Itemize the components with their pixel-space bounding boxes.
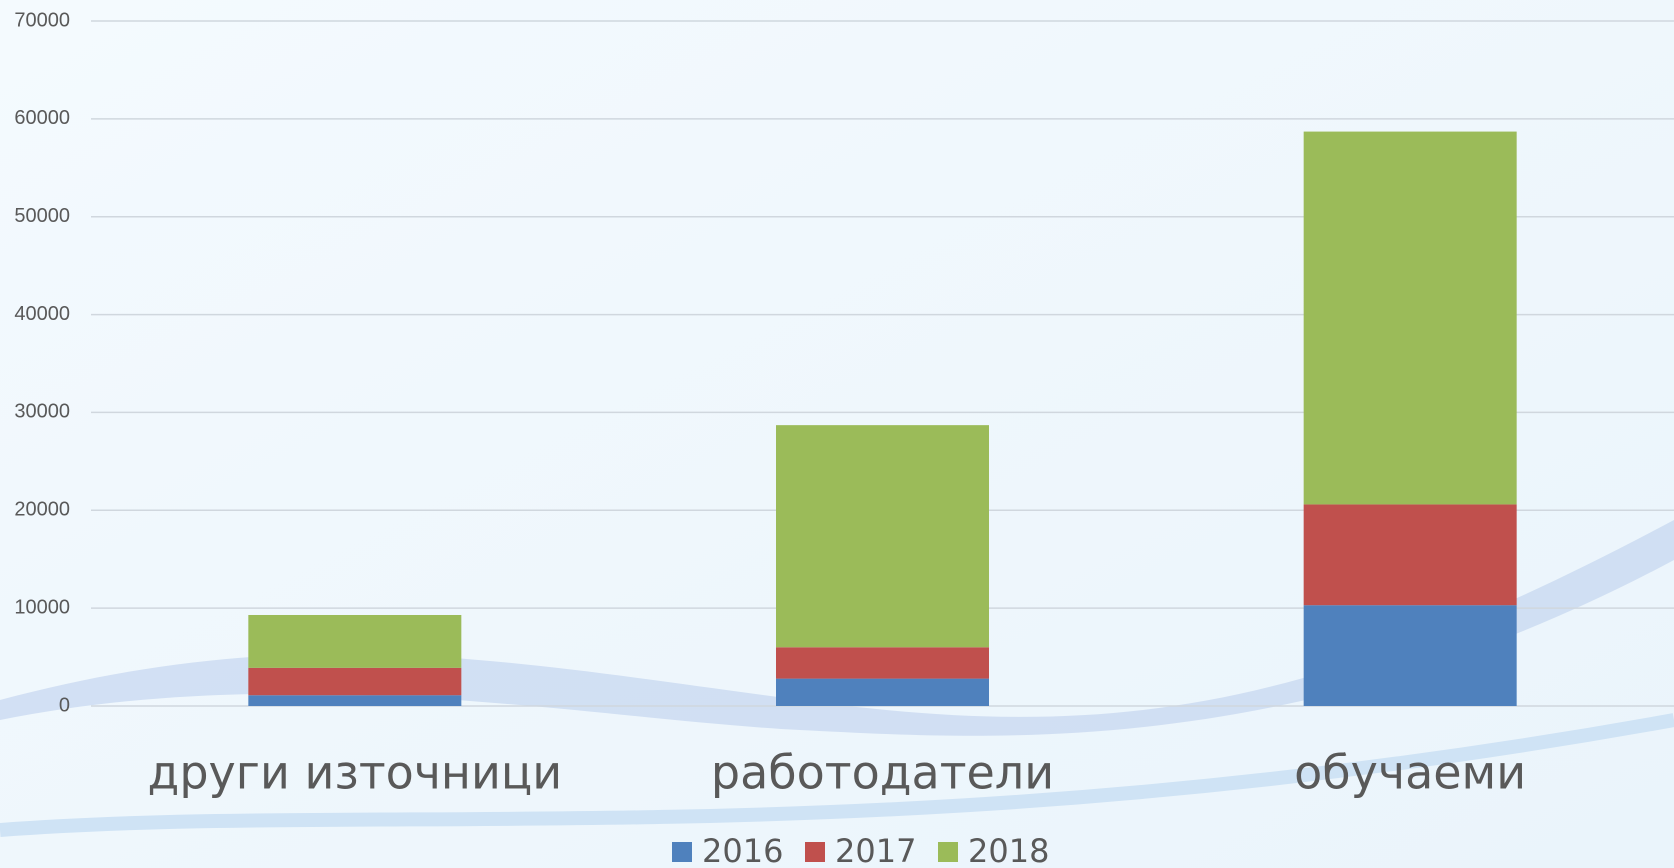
y-tick-label: 10000 — [14, 596, 70, 618]
bar-segment — [248, 695, 462, 706]
bar-segment — [248, 667, 462, 696]
bar-segment — [1303, 504, 1517, 606]
y-tick-label: 0 — [59, 694, 70, 716]
y-tick-label: 70000 — [14, 9, 70, 31]
y-tick-label: 20000 — [14, 499, 70, 521]
legend-label: 2018 — [968, 832, 1049, 868]
x-tick-label: обучаеми — [1294, 746, 1526, 800]
y-tick-label: 50000 — [14, 205, 70, 227]
legend-swatch — [938, 842, 958, 862]
y-tick-label: 30000 — [14, 401, 70, 423]
legend-swatch — [805, 842, 825, 862]
bar-segment — [248, 614, 462, 668]
bar-segment — [776, 425, 989, 648]
bar-segment — [1303, 131, 1517, 505]
bar-segment — [776, 678, 989, 706]
y-tick-label: 60000 — [14, 107, 70, 129]
decor-wave — [0, 713, 1674, 837]
legend-label: 2017 — [835, 832, 916, 868]
y-tick-label: 40000 — [14, 303, 70, 325]
bar-segment — [776, 647, 989, 679]
legend-label: 2016 — [702, 832, 783, 868]
legend-swatch — [672, 842, 692, 862]
x-tick-label: други източници — [148, 746, 563, 800]
bar-segment — [1303, 605, 1517, 706]
x-tick-label: работодатели — [711, 746, 1054, 800]
